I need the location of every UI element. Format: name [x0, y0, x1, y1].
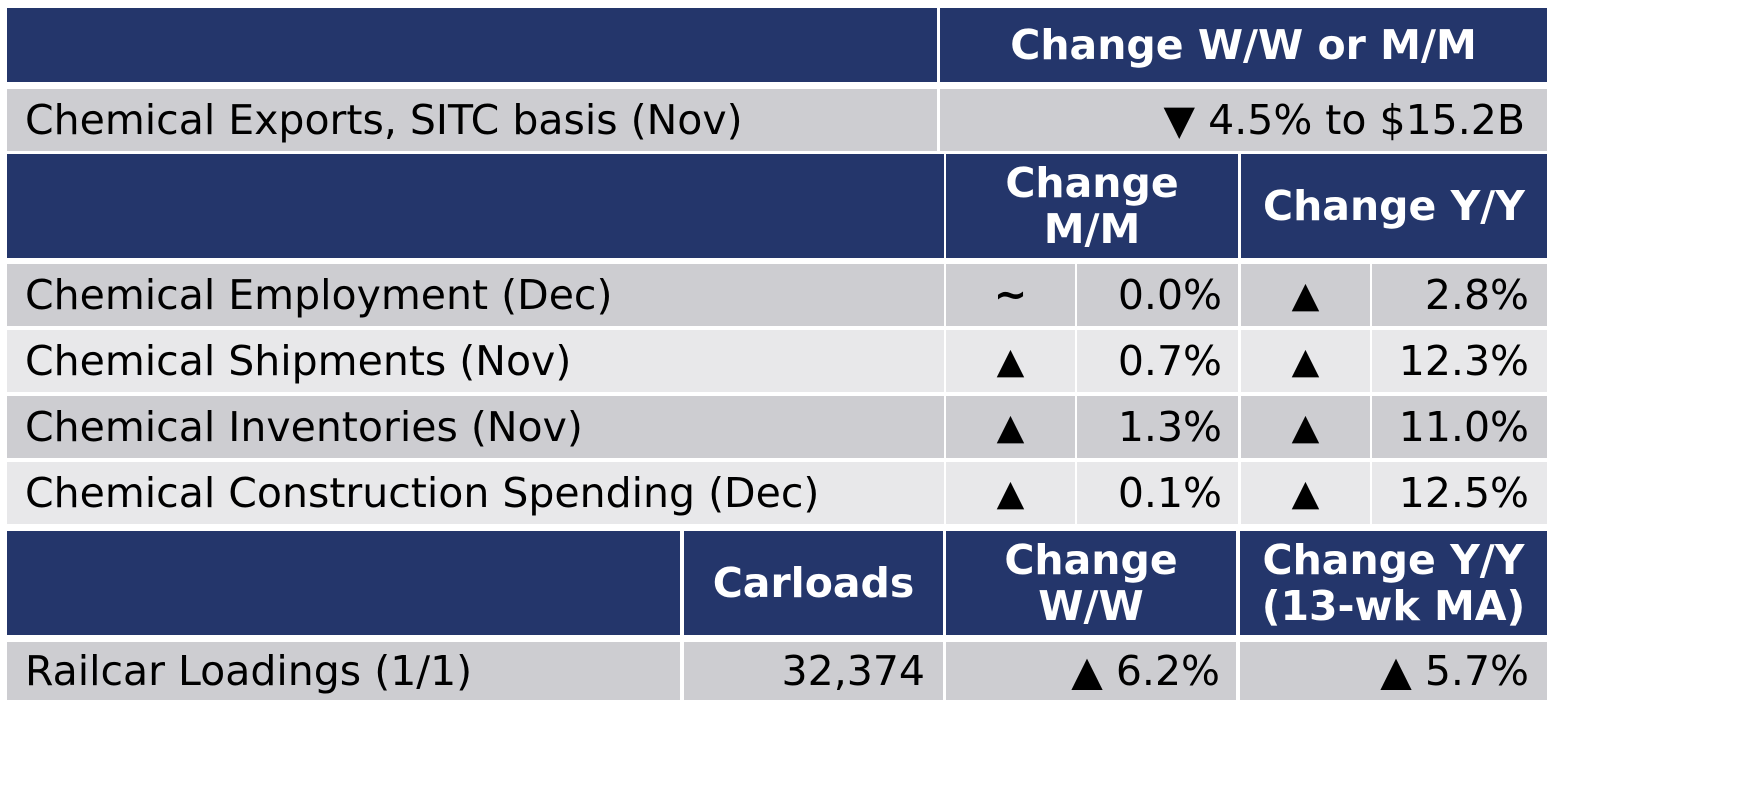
- row-label-exports: Chemical Exports, SITC basis (Nov): [7, 89, 937, 151]
- yy-direction-inventories: ▲: [1241, 396, 1370, 458]
- value-exports: ▼ 4.5% to $15.2B: [940, 89, 1547, 151]
- mm-direction-inventories: ▲: [946, 396, 1075, 458]
- row-label-inventories: Chemical Inventories (Nov): [7, 396, 944, 458]
- header-change-mm: Change M/M: [946, 154, 1238, 258]
- mm-value-employment: 0.0%: [1077, 264, 1238, 326]
- header-change-yy: Change Y/Y: [1241, 154, 1547, 258]
- mm-value-shipments: 0.7%: [1077, 330, 1238, 392]
- header-blank-3: [7, 531, 680, 635]
- value-carloads: 32,374: [684, 642, 943, 700]
- header-change-ww: Change W/W: [946, 531, 1236, 635]
- mm-value-inventories: 1.3%: [1077, 396, 1238, 458]
- header-blank-2: [7, 154, 944, 258]
- header-carloads: Carloads: [684, 531, 943, 635]
- mm-direction-employment: ~: [946, 264, 1075, 326]
- mm-value-construction: 0.1%: [1077, 462, 1238, 524]
- value-change-yy: ▲ 5.7%: [1240, 642, 1547, 700]
- yy-value-shipments: 12.3%: [1372, 330, 1547, 392]
- mm-direction-shipments: ▲: [946, 330, 1075, 392]
- header-change-yy-13wk: Change Y/Y (13-wk MA): [1240, 531, 1547, 635]
- yy-value-construction: 12.5%: [1372, 462, 1547, 524]
- header-blank-1: [7, 8, 937, 82]
- yy-value-employment: 2.8%: [1372, 264, 1547, 326]
- row-label-shipments: Chemical Shipments (Nov): [7, 330, 944, 392]
- header-change-ww-mm: Change W/W or M/M: [940, 8, 1547, 82]
- yy-value-inventories: 11.0%: [1372, 396, 1547, 458]
- yy-direction-shipments: ▲: [1241, 330, 1370, 392]
- row-label-employment: Chemical Employment (Dec): [7, 264, 944, 326]
- yy-direction-construction: ▲: [1241, 462, 1370, 524]
- row-label-railcar: Railcar Loadings (1/1): [7, 642, 680, 700]
- row-label-construction: Chemical Construction Spending (Dec): [7, 462, 944, 524]
- value-change-ww: ▲ 6.2%: [946, 642, 1236, 700]
- mm-direction-construction: ▲: [946, 462, 1075, 524]
- yy-direction-employment: ▲: [1241, 264, 1370, 326]
